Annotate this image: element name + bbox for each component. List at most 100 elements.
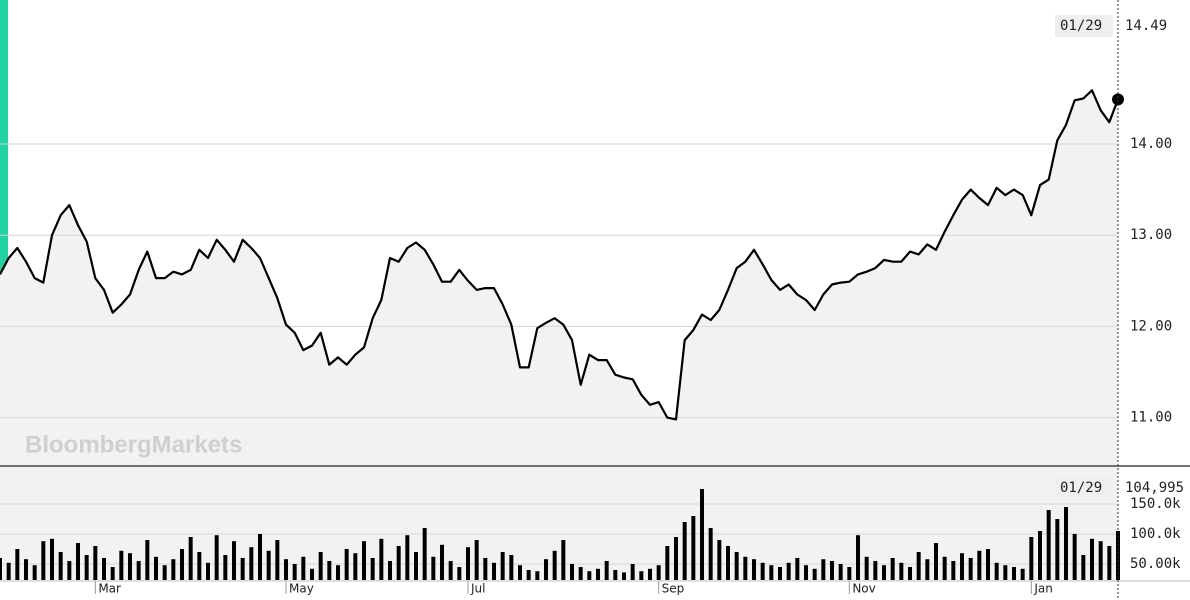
volume-bar (0, 557, 2, 580)
volume-bar (622, 572, 626, 580)
volume-bar (258, 533, 262, 580)
volume-bar (916, 551, 921, 580)
volume-bar (518, 565, 522, 580)
volume-bar (639, 571, 644, 580)
volume-bar (431, 556, 436, 580)
volume-bar (743, 556, 748, 580)
volume-bar (890, 557, 895, 580)
accent-bar (0, 0, 8, 272)
volume-bar (301, 556, 306, 580)
volume-bar (691, 515, 696, 580)
volume-bar (24, 559, 28, 580)
volume-bar (1107, 545, 1112, 580)
volume-bar (1003, 565, 1008, 580)
volume-bar (682, 521, 687, 580)
volume-bar (206, 562, 210, 580)
volume-bar (908, 566, 912, 580)
volume-bar (110, 566, 115, 580)
volume-bar (1055, 518, 1060, 580)
volume-bar (795, 557, 800, 580)
volume-bar (986, 548, 990, 580)
volume-bar (292, 563, 297, 580)
volume-bar (769, 565, 774, 580)
y-tick-label: 14.00 (1130, 136, 1172, 152)
y-tick-label: 50.00k (1130, 556, 1181, 572)
volume-bar (951, 560, 956, 580)
x-tick-label: Nov (852, 582, 875, 596)
volume-bar (119, 550, 124, 580)
volume-bar (214, 535, 219, 580)
watermark: BloombergMarkets (25, 431, 242, 458)
volume-bar (58, 551, 63, 580)
volume-bar (388, 560, 392, 580)
volume-bar (925, 559, 930, 580)
volume-bar (102, 557, 106, 580)
volume-bar (708, 527, 713, 580)
volume-bar (864, 556, 869, 580)
volume-bar (370, 557, 375, 580)
readout-date: 01/29 (1060, 480, 1102, 496)
volume-bar (535, 571, 540, 580)
volume-bar (1116, 531, 1120, 580)
x-tick-label: May (289, 582, 314, 596)
panel-bg (0, 466, 1118, 580)
volume-bar (821, 559, 826, 580)
volume-bar (1038, 530, 1042, 580)
volume-bar (414, 551, 418, 580)
volume-bar (665, 545, 670, 580)
volume-bar (232, 541, 236, 580)
volume-bar (812, 568, 817, 580)
volume-bar (41, 541, 46, 580)
volume-bar (327, 560, 332, 580)
readout-value: 14.49 (1125, 18, 1167, 34)
volume-bar (1046, 509, 1051, 580)
volume-bar (587, 571, 592, 580)
volume-bar (15, 548, 20, 580)
volume-bar (934, 542, 938, 580)
volume-bar (873, 560, 878, 580)
volume-bar (630, 563, 635, 580)
volume-bar (466, 547, 470, 580)
volume-bar (440, 544, 444, 580)
volume-bar (838, 563, 843, 580)
volume-bar (1064, 506, 1068, 580)
volume-bar (1012, 566, 1016, 580)
volume-bar (171, 559, 176, 580)
volume-bar (1081, 554, 1086, 580)
x-tick-label: Mar (98, 582, 121, 596)
volume-bar (674, 536, 678, 580)
volume-bar (318, 551, 323, 580)
volume-bar (544, 559, 548, 580)
readout-value: 104,995 (1125, 480, 1184, 496)
volume-bar (882, 565, 886, 580)
y-tick-label: 150.0k (1130, 496, 1181, 512)
volume-bar (570, 563, 574, 580)
readout-date: 01/29 (1060, 18, 1102, 34)
y-tick-label: 12.00 (1130, 318, 1172, 334)
volume-bar (93, 545, 98, 580)
volume-bar (648, 568, 652, 580)
volume-bar (353, 553, 358, 580)
volume-bar (830, 560, 834, 580)
volume-bar (994, 562, 999, 580)
last-point (1112, 93, 1124, 106)
readout-bg (1055, 477, 1113, 499)
volume-bar (197, 551, 202, 580)
volume-bar (405, 535, 410, 580)
volume-bar (128, 553, 132, 580)
y-tick-label: 11.00 (1130, 410, 1172, 426)
volume-bar (362, 541, 366, 580)
volume-bar (1072, 533, 1077, 580)
volume-bar (84, 554, 89, 580)
volume-bar (856, 535, 860, 580)
price-line (0, 89, 1120, 421)
volume-bar (596, 568, 600, 580)
volume-bar (552, 550, 557, 580)
volume-bar (76, 542, 80, 580)
volume-bar (847, 566, 852, 580)
volume-bar (613, 569, 618, 580)
volume-bar (145, 539, 150, 580)
volume-bar (604, 560, 609, 580)
volume-bar (249, 547, 254, 580)
volume-bar (752, 559, 756, 580)
